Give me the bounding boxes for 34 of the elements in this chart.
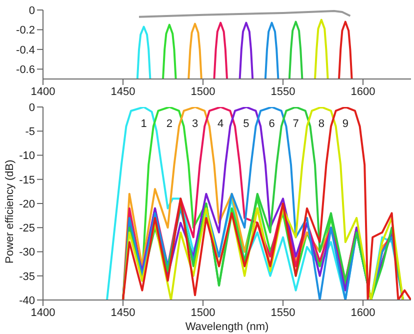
y-tick-label: -0.4 <box>16 44 35 56</box>
y-tick-label: -15 <box>19 174 35 186</box>
y-tick-label: 0 <box>28 4 35 17</box>
x-axis-title: Wavelength (nm) <box>185 321 269 333</box>
annotation: 3 <box>192 118 198 130</box>
y-tick-label: -30 <box>19 246 35 259</box>
y-tick-label: -0.2 <box>16 24 35 37</box>
y-tick-label: -5 <box>25 126 35 138</box>
y-tick-label: -10 <box>19 150 35 162</box>
x-tick-label: 1600 <box>350 86 376 98</box>
annotation: 6 <box>268 118 275 130</box>
annotation: 7 <box>292 118 299 130</box>
x-tick-label: 1500 <box>190 306 216 319</box>
annotation: 8 <box>318 118 324 130</box>
annotation: 2 <box>166 118 172 130</box>
y-axis-title: Power efficiency (dB) <box>4 160 16 264</box>
y-tick-label: -35 <box>19 270 35 283</box>
y-tick-label: -40 <box>19 294 35 307</box>
x-tick-label: 1500 <box>190 86 216 98</box>
x-tick-label: 1450 <box>110 86 136 98</box>
y-tick-label: -20 <box>19 198 35 210</box>
y-tick-label: 0 <box>28 102 35 114</box>
x-tick-label: 1450 <box>110 306 136 319</box>
annotation: 1 <box>140 118 147 130</box>
annotation: 4 <box>218 118 224 130</box>
y-tick-label: -25 <box>19 222 35 235</box>
x-tick-label: 1400 <box>30 306 56 319</box>
x-tick-label: 1600 <box>350 306 376 319</box>
x-tick-label: 1400 <box>30 86 56 98</box>
x-tick-label: 1550 <box>270 86 296 98</box>
y-tick-label: -0.6 <box>16 64 35 76</box>
x-tick-label: 1550 <box>270 306 296 319</box>
annotation: 9 <box>342 118 348 130</box>
annotation: 5 <box>243 118 250 130</box>
